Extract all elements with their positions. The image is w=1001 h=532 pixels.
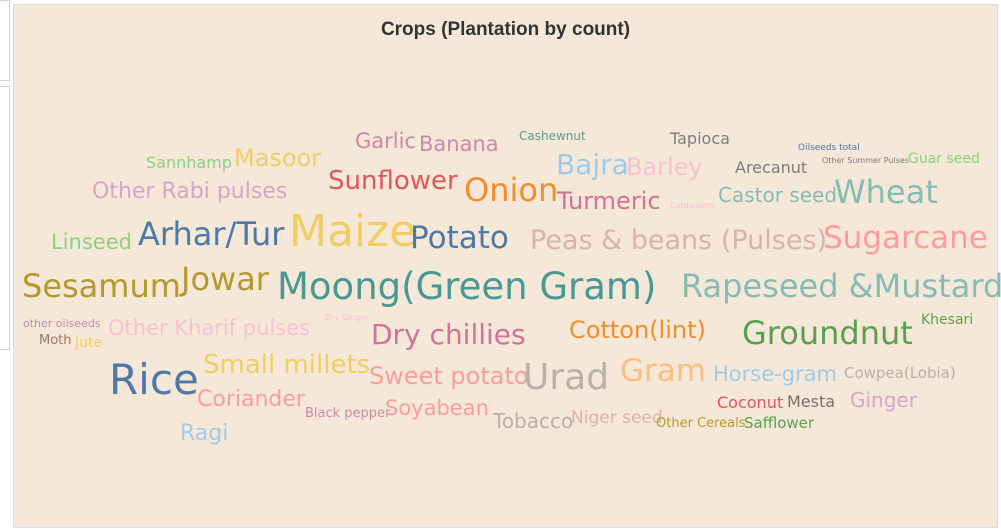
word-tobacco: Tobacco: [493, 409, 574, 433]
word-rice: Rice: [109, 355, 199, 404]
word-other-kharif-pulses: Other Kharif pulses: [108, 316, 311, 340]
word-tapioca: Tapioca: [670, 129, 730, 148]
chart-title: Crops (Plantation by count): [380, 19, 631, 40]
word-niger-seed: Niger seed: [571, 408, 663, 428]
word-linseed: Linseed: [51, 230, 132, 254]
word-jute: Jute: [75, 335, 103, 351]
word-other-summer-pulses: Other Summer Pulses: [822, 156, 909, 165]
word-bajra: Bajra: [556, 148, 629, 181]
word-coconut: Coconut: [717, 393, 784, 412]
word-soyabean: Soyabean: [385, 396, 489, 420]
word-groundnut: Groundnut: [742, 314, 913, 352]
word-oilseeds-total: Oilseeds total: [798, 143, 860, 153]
word-ginger: Ginger: [850, 388, 917, 412]
chart-panel: Crops (Plantation by count): [13, 4, 998, 528]
word-sannhamp: Sannhamp: [146, 153, 232, 172]
word-sunflower: Sunflower: [328, 166, 458, 196]
word-mesta: Mesta: [787, 392, 836, 411]
word-horse-gram: Horse-gram: [713, 362, 838, 386]
word-turmeric: Turmeric: [557, 187, 661, 215]
word-other-cereals: Other Cereals: [656, 416, 746, 431]
word-moth: Moth: [39, 333, 72, 348]
word-sweet-potato: Sweet potato: [369, 362, 529, 390]
word-sugarcane: Sugarcane: [823, 220, 988, 256]
word-arhar-tur: Arhar/Tur: [138, 215, 285, 253]
word-khesari: Khesari: [921, 312, 974, 328]
word-potato: Potato: [410, 220, 509, 256]
word-guar-seed: Guar seed: [908, 151, 980, 167]
word-safflower: Safflower: [744, 414, 815, 432]
word-dry-ginger: Dry Ginger: [325, 313, 369, 322]
word-black-pepper: Black pepper: [305, 406, 391, 421]
word-cardamom: Cardamom: [670, 201, 715, 210]
word-rapeseed-mustard: Rapeseed &Mustard: [681, 267, 1001, 305]
word-other-oilseeds: other oilseeds: [23, 317, 101, 330]
word-coriander: Coriander: [197, 387, 305, 412]
left-panel-edge-lower: [0, 86, 10, 350]
word-cotton-lint: Cotton(lint): [569, 316, 706, 344]
word-jowar: Jowar: [181, 260, 269, 298]
word-cashewnut: Cashewnut: [519, 129, 586, 143]
word-castor-seed: Castor seed: [718, 183, 838, 207]
word-moong-green-gram: Moong(Green Gram): [277, 265, 657, 308]
word-onion: Onion: [464, 171, 559, 209]
word-arecanut: Arecanut: [735, 158, 808, 177]
left-panel-edge: [0, 0, 10, 81]
word-small-millets: Small millets: [203, 350, 371, 380]
word-garlic: Garlic: [355, 129, 416, 153]
word-other-rabi-pulses: Other Rabi pulses: [92, 179, 288, 204]
word-maize: Maize: [289, 206, 417, 257]
word-ragi: Ragi: [180, 421, 229, 446]
word-urad: Urad: [523, 357, 610, 398]
word-cowpea-lobia: Cowpea(Lobia): [844, 364, 956, 382]
word-peas-beans-pulses: Peas & beans (Pulses): [530, 225, 828, 256]
word-gram: Gram: [620, 353, 706, 389]
word-banana: Banana: [419, 132, 499, 156]
word-masoor: Masoor: [234, 144, 322, 172]
word-sesamum: Sesamum: [22, 267, 181, 305]
word-wheat: Wheat: [834, 173, 938, 211]
word-barley: Barley: [626, 153, 703, 181]
word-dry-chillies: Dry chillies: [371, 318, 526, 351]
